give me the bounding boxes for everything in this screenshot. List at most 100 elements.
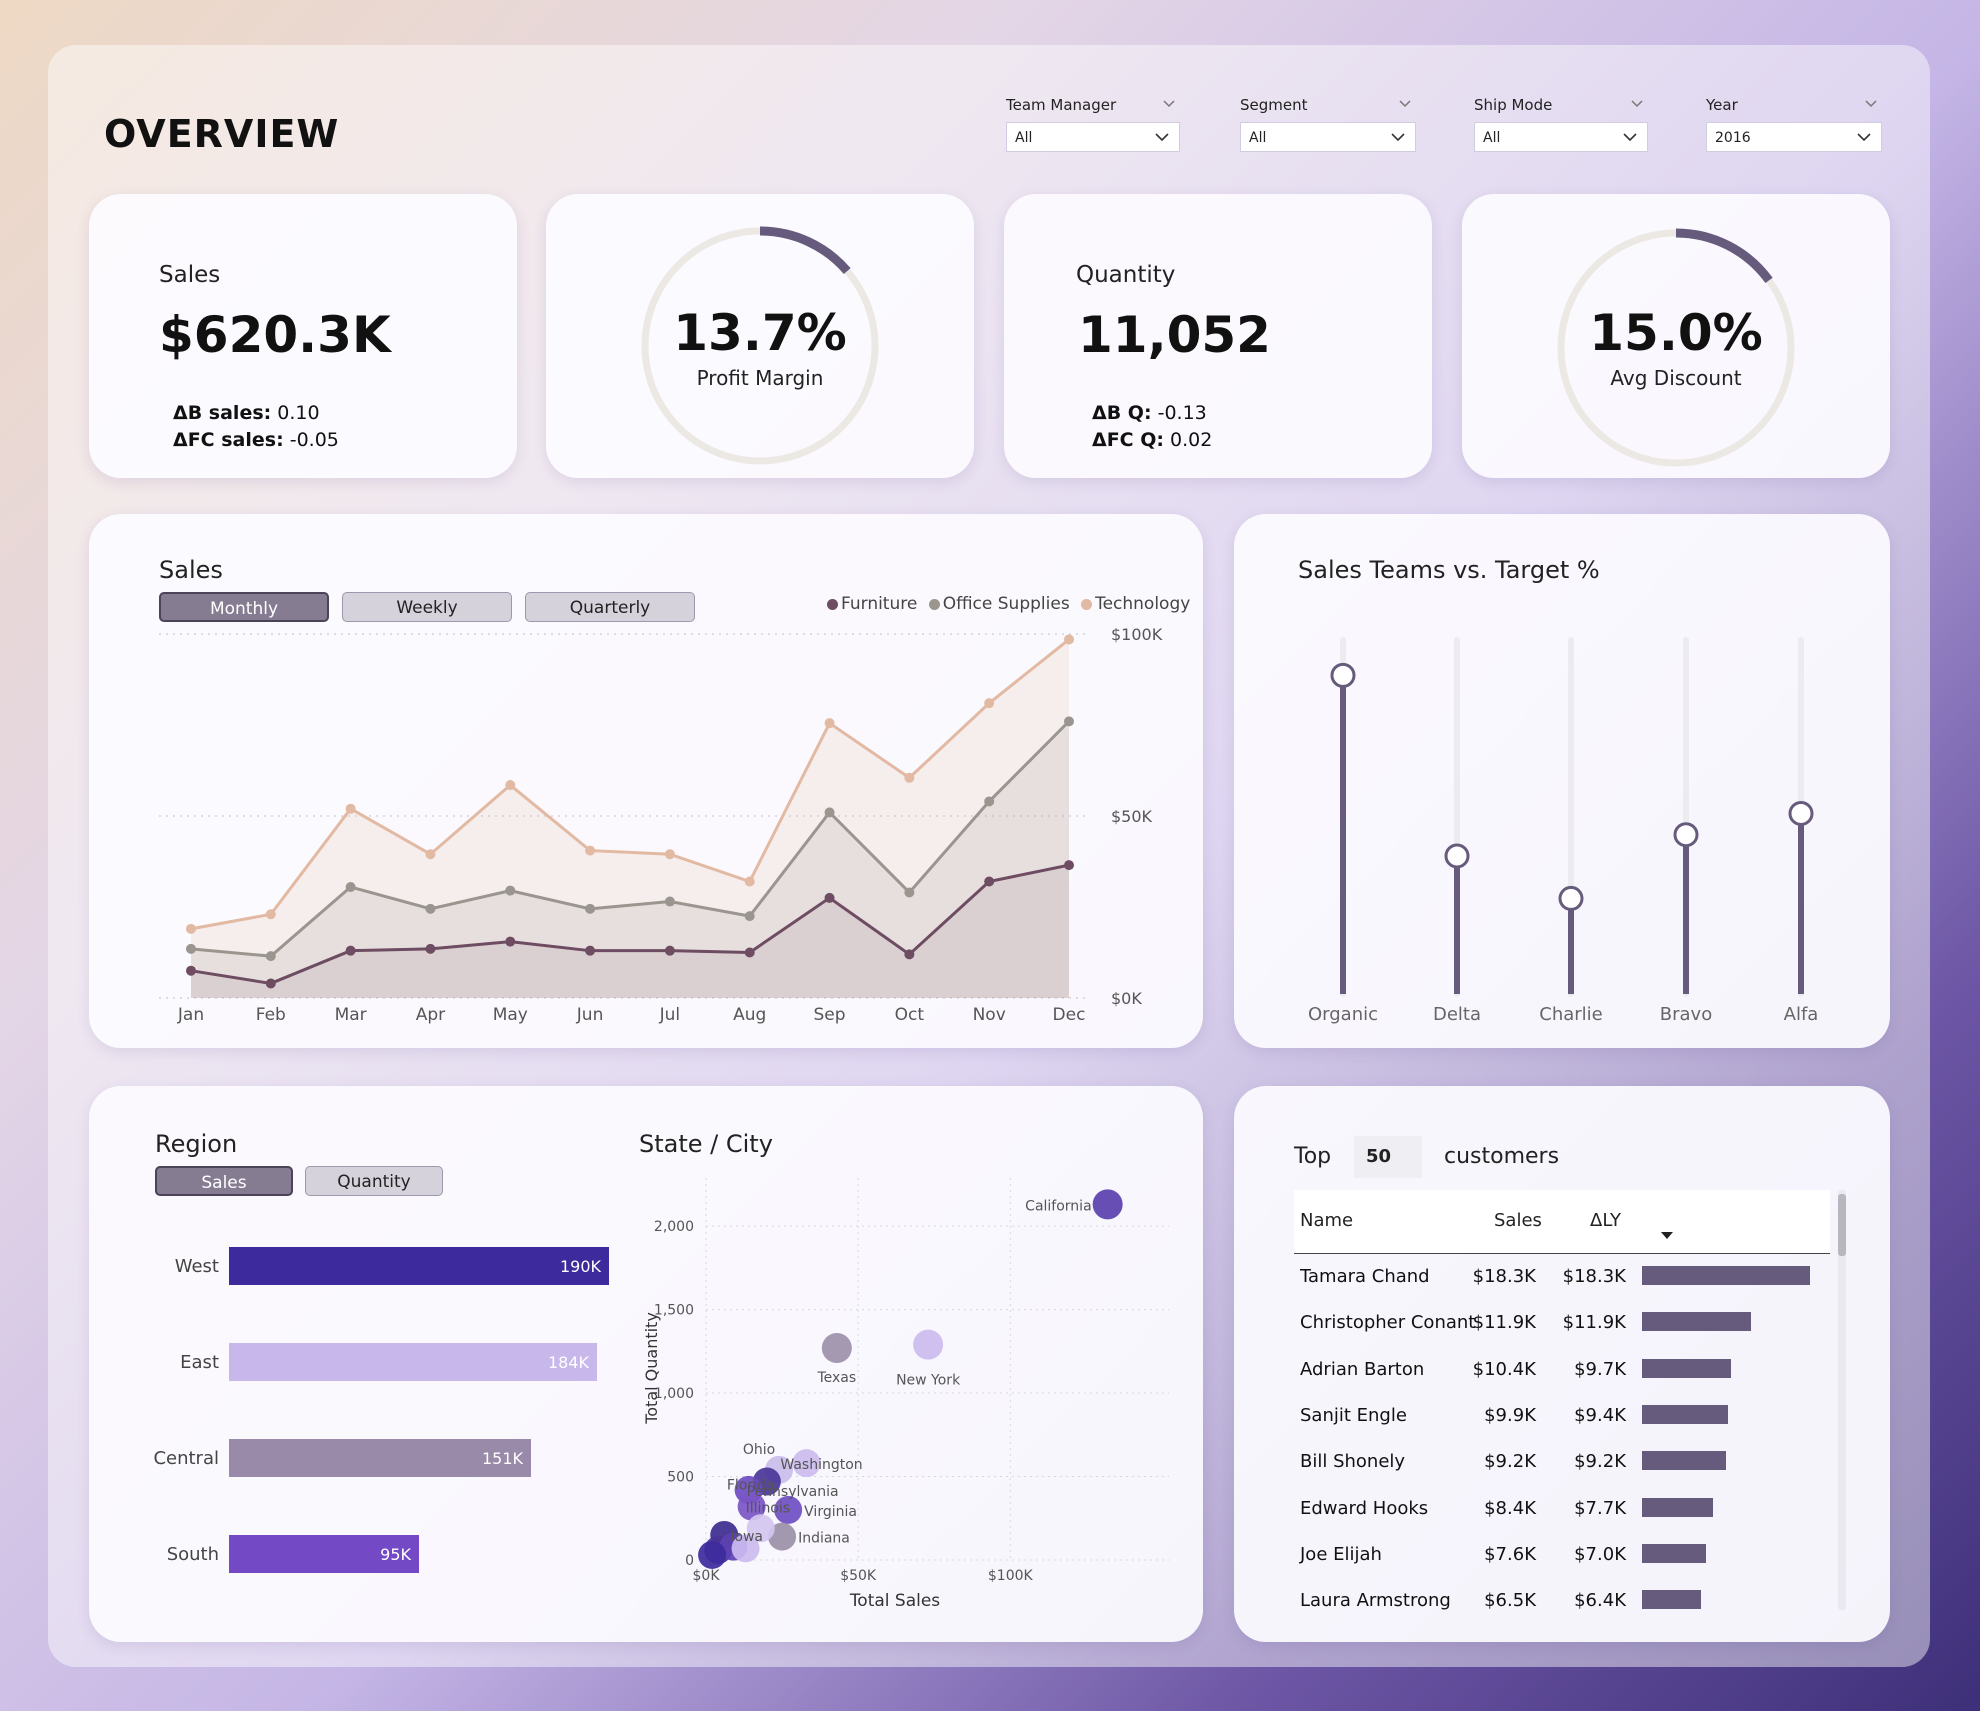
- table-row[interactable]: Sanjit Engle $9.9K $9.4K: [1294, 1393, 1830, 1439]
- state-label: Texas: [816, 1370, 856, 1386]
- delta-value: -0.05: [283, 429, 339, 451]
- point-office-supplies: [265, 951, 276, 962]
- gauge-label: Profit Margin: [696, 366, 824, 390]
- x-tick-label: $100K: [988, 1568, 1034, 1584]
- sales-toggle[interactable]: Sales: [155, 1166, 293, 1196]
- point-furniture: [585, 945, 596, 956]
- kpi-value: $620.3K: [159, 306, 391, 364]
- customer-name: Laura Armstrong: [1300, 1590, 1451, 1612]
- region-bar-chart: West 190K East 184K Central 151K South 95K: [153, 1247, 609, 1573]
- sales-teams-card: Sales Teams vs. Target % Organic Delta Cha…: [1234, 514, 1890, 1048]
- slicer-label: Team Manager: [1006, 96, 1117, 114]
- chevron-down-icon[interactable]: [1396, 96, 1414, 112]
- weekly-toggle[interactable]: Weekly: [342, 592, 512, 622]
- sales-kpi-card: Sales $620.3K ΔB sales: 0.10 ΔFC sales: …: [89, 194, 517, 478]
- point-office-supplies: [664, 896, 675, 907]
- segment-dropdown[interactable]: All: [1240, 122, 1416, 152]
- customer-bar: [1642, 1312, 1752, 1332]
- x-tick-label: Mar: [335, 1005, 367, 1025]
- point-furniture: [186, 965, 196, 976]
- chevron-down-icon[interactable]: [1160, 96, 1178, 112]
- top-suffix: customers: [1444, 1144, 1560, 1169]
- table-row[interactable]: Edward Hooks $8.4K $7.7K: [1294, 1486, 1830, 1532]
- profit-margin-card: 13.7% Profit Margin: [546, 194, 974, 478]
- customer-bar: [1642, 1543, 1707, 1563]
- point-office-supplies: [505, 885, 516, 896]
- table-row[interactable]: Laura Armstrong $6.5K $6.4K: [1294, 1578, 1830, 1624]
- slicer-value: 2016: [1715, 130, 1751, 146]
- state-point: [1092, 1189, 1123, 1220]
- team-marker: [1444, 843, 1470, 869]
- customer-name: Adrian Barton: [1300, 1358, 1425, 1380]
- point-furniture: [505, 936, 516, 947]
- table-row[interactable]: Christopher Conant $11.9K $11.9K: [1294, 1300, 1830, 1346]
- customer-sales: $6.5K: [1484, 1590, 1536, 1612]
- quantity-kpi-card: Quantity 11,052 ΔB Q: -0.13 ΔFC Q: 0.02: [1004, 194, 1432, 478]
- team-manager-dropdown[interactable]: All: [1006, 122, 1180, 152]
- quarterly-toggle[interactable]: Quarterly: [525, 592, 695, 622]
- state-label: New York: [896, 1373, 961, 1389]
- region-label: Central: [153, 1448, 219, 1469]
- year-dropdown[interactable]: 2016: [1706, 122, 1882, 152]
- table-scrollbar-track[interactable]: [1838, 1190, 1846, 1610]
- x-tick-label: May: [493, 1005, 528, 1025]
- line-furniture: [190, 863, 1070, 985]
- slicer-label: Year: [1706, 96, 1738, 114]
- customer-name: Edward Hooks: [1300, 1497, 1429, 1519]
- team-marker: [1788, 800, 1814, 826]
- table-scrollbar-thumb[interactable]: [1838, 1194, 1846, 1256]
- chevron-down-icon[interactable]: [1628, 96, 1646, 112]
- region-label: South: [167, 1544, 219, 1565]
- team-manager-slicer: Team Manager All: [1006, 96, 1180, 156]
- chart-title: State / City: [639, 1130, 773, 1158]
- ship-mode-dropdown[interactable]: All: [1474, 122, 1648, 152]
- column-header-dly[interactable]: ΔLY: [1590, 1210, 1621, 1231]
- table-row[interactable]: Joe Elijah $7.6K $7.0K: [1294, 1532, 1830, 1578]
- delta-label: ΔB sales:: [173, 402, 272, 424]
- table-row[interactable]: Tamara Chand $18.3K $18.3K: [1294, 1254, 1830, 1300]
- table-row[interactable]: Bill Shonely $9.2K $9.2K: [1294, 1439, 1830, 1485]
- chevron-down-icon[interactable]: [1862, 96, 1880, 112]
- team-label: Bravo: [1660, 1004, 1712, 1025]
- slicer-label: Ship Mode: [1474, 96, 1553, 114]
- state-point: [774, 1495, 803, 1524]
- avg-discount-gauge: [1557, 228, 1795, 467]
- x-tick-label: Jun: [576, 1005, 604, 1025]
- quantity-toggle[interactable]: Quantity: [305, 1166, 443, 1196]
- point-technology: [505, 780, 516, 791]
- sort-desc-icon[interactable]: [1660, 1230, 1674, 1240]
- region-data-label: 151K: [482, 1449, 524, 1468]
- gauge-fill: [1675, 228, 1773, 284]
- customer-dly: $9.7K: [1574, 1358, 1626, 1380]
- legend-furniture[interactable]: Furniture: [841, 594, 918, 614]
- point-furniture: [425, 943, 436, 954]
- ship-mode-slicer: Ship Mode All: [1474, 96, 1648, 156]
- customer-dly: $11.9K: [1562, 1312, 1626, 1334]
- column-header-sales[interactable]: Sales: [1494, 1210, 1542, 1231]
- top-n-input[interactable]: 50: [1354, 1136, 1422, 1178]
- gauge-value: 15.0%: [1589, 304, 1763, 362]
- customer-sales: $9.9K: [1484, 1404, 1536, 1426]
- legend-technology[interactable]: Technology: [1095, 594, 1191, 614]
- area-office-supplies: [191, 721, 1069, 998]
- point-technology: [186, 923, 196, 934]
- sales-area-chart: $0K $50K $100K Jan Feb Mar Apr May Jun Jul Aug Sep O…: [159, 625, 1163, 1025]
- delta-value: 0.02: [1164, 429, 1213, 451]
- point-furniture: [664, 945, 675, 956]
- y-tick-label: $50K: [1111, 807, 1153, 826]
- monthly-toggle[interactable]: Monthly: [159, 592, 329, 622]
- table-row[interactable]: Adrian Barton $10.4K $9.7K: [1294, 1347, 1830, 1393]
- y-tick-label: $0K: [1111, 989, 1142, 1008]
- point-furniture: [824, 892, 835, 903]
- kpi-label: Sales: [159, 262, 221, 288]
- point-furniture: [265, 978, 276, 989]
- state-label: Indiana: [798, 1531, 850, 1547]
- chart-title: Sales Teams vs. Target %: [1298, 556, 1600, 584]
- point-technology: [664, 849, 675, 860]
- legend-office-supplies[interactable]: Office Supplies: [942, 594, 1070, 614]
- customer-dly: $9.4K: [1574, 1404, 1626, 1426]
- column-header-name[interactable]: Name: [1300, 1210, 1354, 1231]
- point-furniture: [345, 945, 356, 956]
- customer-name: Bill Shonely: [1300, 1451, 1406, 1473]
- customer-name: Joe Elijah: [1300, 1543, 1382, 1565]
